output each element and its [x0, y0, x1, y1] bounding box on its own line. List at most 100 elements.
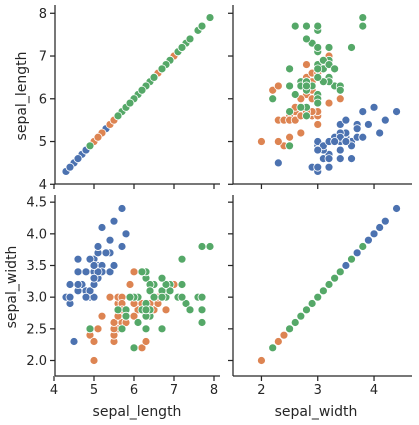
data-point — [65, 292, 75, 302]
data-point — [121, 229, 131, 239]
y-tick-label: 4 — [39, 178, 47, 193]
data-point — [358, 107, 368, 116]
data-point — [313, 64, 323, 74]
data-point — [358, 132, 368, 142]
data-point — [302, 111, 311, 121]
data-point — [129, 267, 139, 277]
data-point — [358, 13, 368, 22]
data-point — [73, 280, 83, 289]
data-point — [105, 235, 115, 245]
data-point — [318, 286, 328, 296]
data-point — [157, 324, 167, 334]
data-point — [380, 115, 390, 125]
data-point — [93, 267, 103, 277]
data-point — [113, 111, 123, 121]
data-point — [313, 162, 323, 172]
data-point — [335, 85, 345, 95]
data-point — [141, 324, 151, 334]
data-point — [157, 273, 167, 283]
data-point — [105, 292, 115, 302]
data-point — [335, 94, 345, 104]
panel-1-2 — [228, 5, 412, 189]
data-point — [197, 292, 207, 302]
data-point — [65, 280, 75, 289]
data-point — [364, 235, 373, 245]
data-point — [290, 21, 300, 31]
data-point — [285, 324, 294, 334]
data-point — [392, 107, 401, 116]
data-point — [121, 311, 131, 321]
data-point — [324, 162, 334, 172]
data-point — [347, 154, 356, 164]
data-point — [347, 254, 356, 264]
data-point — [273, 158, 283, 168]
data-point — [290, 90, 300, 99]
data-point — [302, 81, 311, 91]
data-point — [392, 204, 401, 213]
data-point — [185, 34, 195, 44]
data-point — [302, 21, 311, 31]
data-point — [197, 242, 207, 251]
x-tick-label: 6 — [130, 383, 138, 398]
data-point — [335, 154, 345, 164]
panel-2-1: 2.0 2.5 3.0 3.5 4.0 4.5 4 5 6 7 8 — [26, 195, 220, 398]
data-point — [324, 154, 334, 164]
data-point — [161, 305, 171, 315]
data-point — [97, 223, 107, 232]
data-point — [302, 305, 311, 315]
data-point — [177, 280, 187, 289]
data-point — [302, 34, 311, 44]
data-point — [81, 267, 91, 277]
data-point — [358, 21, 368, 31]
data-point — [69, 337, 79, 346]
data-point — [273, 137, 283, 146]
data-point — [73, 154, 83, 164]
y-tick-label: 3.0 — [26, 291, 47, 306]
data-point — [89, 273, 99, 283]
data-point — [313, 145, 323, 155]
data-point — [73, 267, 83, 277]
y-axis-title-row-2: sepal_width — [4, 246, 20, 329]
data-point — [268, 94, 278, 104]
data-point — [181, 299, 191, 308]
data-point — [307, 299, 317, 308]
data-point — [380, 216, 390, 226]
data-point — [105, 267, 115, 277]
data-point — [335, 145, 345, 155]
data-point — [93, 242, 103, 251]
data-point — [109, 318, 119, 327]
data-point — [375, 128, 385, 138]
data-point — [149, 292, 159, 302]
data-point — [145, 286, 155, 296]
data-point — [341, 115, 351, 125]
y-tick-label: 3.5 — [26, 259, 47, 274]
data-point — [313, 73, 323, 82]
data-point — [313, 98, 323, 108]
data-point — [117, 324, 127, 334]
data-point — [161, 280, 171, 289]
data-point — [133, 318, 143, 327]
data-point — [89, 337, 99, 346]
data-point — [125, 292, 135, 302]
data-point — [324, 98, 334, 108]
y-tick-label: 8 — [39, 7, 47, 22]
data-point — [177, 43, 187, 52]
data-point — [93, 132, 103, 142]
y-tick-label: 5 — [39, 135, 47, 150]
data-point — [330, 64, 340, 74]
data-point — [197, 305, 207, 315]
data-point — [324, 280, 334, 289]
data-point — [257, 356, 266, 365]
data-point — [313, 43, 323, 52]
x-tick-label: 3 — [314, 383, 322, 398]
data-point — [285, 81, 294, 91]
data-point — [65, 162, 75, 172]
data-point — [165, 286, 175, 296]
data-point — [285, 141, 294, 151]
y-tick-label: 4.5 — [26, 196, 47, 211]
data-point — [330, 273, 340, 283]
data-point — [375, 223, 385, 232]
data-point — [197, 21, 207, 31]
data-point — [296, 311, 306, 321]
data-point — [85, 254, 95, 264]
